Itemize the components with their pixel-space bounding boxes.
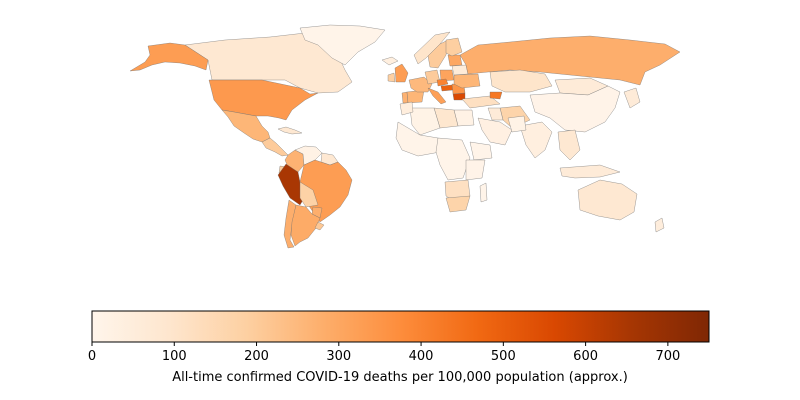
region-ireland <box>387 72 396 83</box>
region-japan <box>623 87 641 109</box>
region-bolivia <box>299 181 319 208</box>
region-finland <box>445 37 463 57</box>
region-russia <box>459 35 681 86</box>
region-ethiopia <box>469 141 493 161</box>
region-south-africa <box>445 195 471 213</box>
region-sweden <box>427 39 449 69</box>
region-alaska-usa <box>129 42 209 72</box>
region-czechia <box>436 78 449 87</box>
region-united-kingdom <box>394 63 409 83</box>
colorbar-label: All-time confirmed COVID-19 deaths per 1… <box>172 370 628 385</box>
region-new-zealand <box>654 217 665 233</box>
region-kazakhstan <box>489 69 553 93</box>
colorbar-tick-label: 600 <box>573 349 598 364</box>
region-central-africa <box>435 137 471 181</box>
region-venezuela <box>294 145 323 166</box>
colorbar-tick-label: 100 <box>162 349 187 364</box>
colorbar-tick-label: 300 <box>326 349 351 364</box>
region-china <box>529 85 621 133</box>
world-choropleth-map <box>129 24 681 249</box>
region-cuba <box>277 126 303 135</box>
colorbar-tick-label: 500 <box>491 349 516 364</box>
region-saudi-arabia <box>477 117 513 146</box>
region-indonesia <box>559 164 621 179</box>
region-turkey <box>461 95 501 109</box>
region-argentina <box>290 204 321 247</box>
region-uruguay <box>314 221 325 231</box>
region-georgia <box>489 91 503 100</box>
region-france <box>408 76 433 93</box>
region-iraq <box>487 107 504 121</box>
region-peru <box>277 163 307 206</box>
colorbar-tick-label: 0 <box>88 349 96 364</box>
region-ukraine <box>453 73 481 89</box>
region-iceland <box>381 56 399 66</box>
region-greenland <box>299 24 386 66</box>
region-algeria <box>409 107 441 136</box>
region-morocco <box>399 101 414 116</box>
region-west-africa <box>395 121 441 157</box>
region-australia <box>577 179 638 221</box>
colorbar-ticks: 0 100 200 300 400 500 600 700 <box>88 342 680 364</box>
region-southeast-asia <box>557 129 581 161</box>
region-pakistan <box>507 115 527 133</box>
region-italy <box>427 87 447 105</box>
region-east-africa <box>465 159 486 181</box>
colorbar-tick-label: 700 <box>655 349 680 364</box>
colorbar-gradient <box>91 310 710 343</box>
colorbar-tick-label: 200 <box>244 349 269 364</box>
region-india <box>519 121 553 159</box>
region-madagascar <box>479 182 488 203</box>
colorbar-tick-label: 400 <box>409 349 434 364</box>
region-baltic-states <box>447 54 463 67</box>
